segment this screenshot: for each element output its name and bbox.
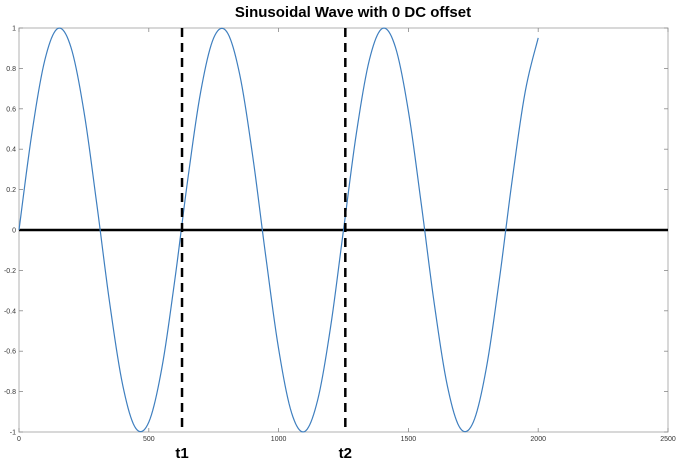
y-tick-label: 0.4	[6, 147, 16, 154]
x-tick-label: 2000	[530, 436, 546, 443]
y-tick-label: 0.6	[6, 106, 16, 113]
y-tick-label: -1	[10, 430, 16, 437]
y-tick-label: 0.8	[6, 66, 16, 73]
y-tick-label: 0	[12, 228, 16, 235]
series-layer	[18, 27, 668, 433]
tick-marks: 0 500 1000 1500 2000 2500 -1 -0.8 -0.6 -0.4 -0.2 0 0…	[4, 26, 676, 444]
y-tick-label: 1	[12, 26, 16, 33]
y-tick-label: 0.2	[6, 187, 16, 194]
x-tick-label: 0	[17, 436, 21, 443]
x-tick-label: 500	[143, 436, 155, 443]
marker-label-t2: t2	[339, 445, 352, 462]
x-tick-label: 1000	[271, 436, 287, 443]
vertical-markers: t1 t2	[175, 28, 352, 462]
x-tick-label: 2500	[660, 436, 676, 443]
chart-title: Sinusoidal Wave with 0 DC offset	[235, 4, 471, 21]
y-tick-label: -0.6	[4, 349, 16, 356]
y-tick-label: -0.2	[4, 268, 16, 275]
y-tick-label: -0.8	[4, 389, 16, 396]
sine-series-line	[18, 27, 539, 433]
y-tick-label: -0.4	[4, 308, 16, 315]
marker-label-t1: t1	[175, 445, 188, 462]
x-tick-label: 1500	[401, 436, 417, 443]
